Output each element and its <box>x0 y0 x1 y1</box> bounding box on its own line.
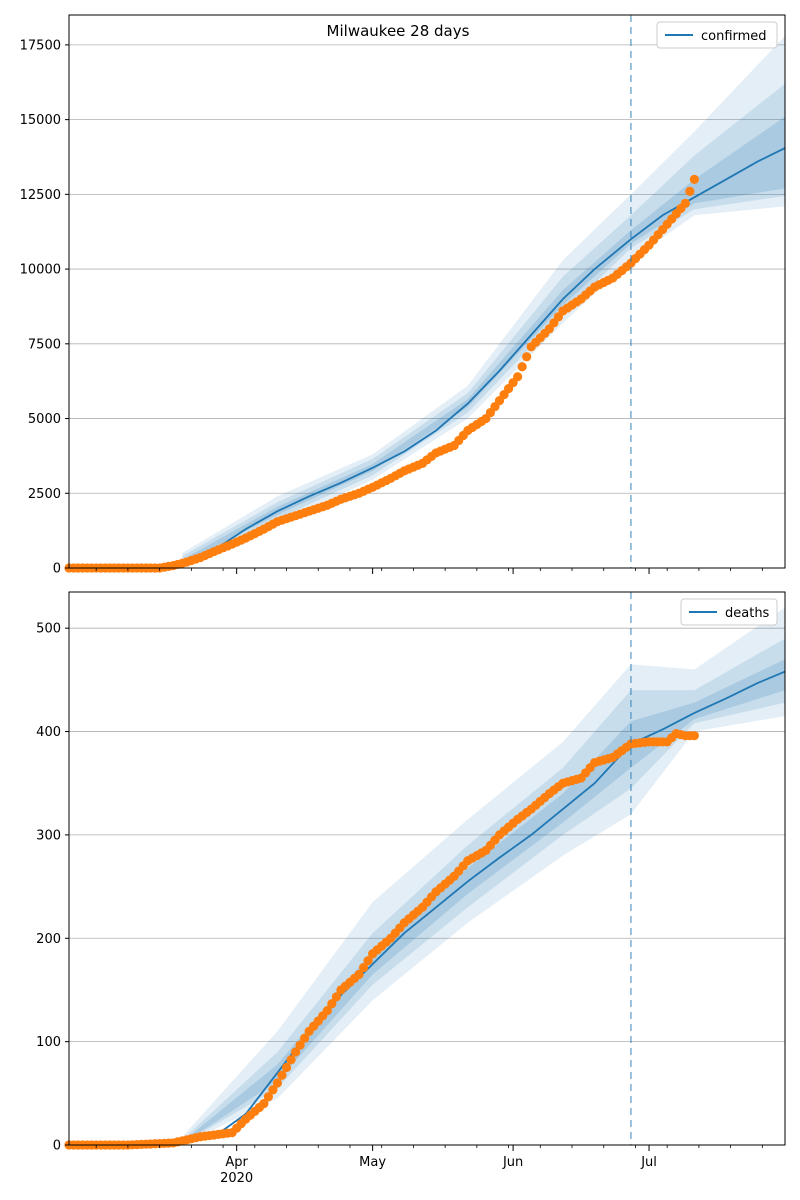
observed-point <box>277 1070 287 1080</box>
observed-point <box>263 1092 273 1102</box>
observed-point <box>286 1055 296 1065</box>
observed-point <box>354 969 364 980</box>
confirmed-model-line <box>181 147 786 563</box>
band-outer <box>182 35 785 567</box>
observed-point <box>689 174 699 185</box>
x-axis-year-label: 2020 <box>220 1171 253 1186</box>
y-tick-label: 7500 <box>28 337 61 352</box>
deaths-legend: deaths <box>680 598 778 626</box>
observed-point <box>513 372 523 382</box>
deaths-observed-points <box>64 729 699 1150</box>
observed-point <box>259 1099 269 1109</box>
confirmed-legend: confirmed <box>656 21 778 49</box>
y-tick-label: 2500 <box>28 487 61 502</box>
x-tick-label: Jul <box>640 1155 657 1170</box>
observed-point <box>327 999 337 1009</box>
observed-point <box>363 956 373 966</box>
observed-point <box>322 1006 332 1016</box>
legend-label-confirmed: confirmed <box>701 29 767 44</box>
y-tick-label: 0 <box>53 562 61 577</box>
y-tick-label: 17500 <box>20 38 61 53</box>
confirmed-gridlines <box>69 44 785 569</box>
observed-point <box>358 962 369 973</box>
observed-point <box>281 1062 292 1073</box>
confirmed-panel: 0 2500 5000 7500 10000 12500 15000 17500 Milwau… <box>20 14 786 577</box>
y-tick-label: 100 <box>36 1035 61 1050</box>
deaths-plot-frame <box>68 591 786 1146</box>
observed-point <box>290 1047 301 1057</box>
observed-point <box>295 1040 305 1050</box>
legend-box <box>680 598 778 626</box>
y-tick-label: 15000 <box>20 113 61 128</box>
chart-title: Milwaukee 28 days <box>327 22 470 40</box>
observed-point <box>300 1033 310 1043</box>
band-middle <box>182 83 785 566</box>
x-tick-label: Apr <box>225 1155 248 1170</box>
confirmed-x-axis-ticks <box>95 568 763 574</box>
y-tick-label: 0 <box>53 1139 61 1154</box>
observed-point <box>685 186 695 196</box>
y-tick-label: 300 <box>36 828 61 843</box>
confirmed-uncertainty-bands <box>182 35 785 567</box>
observed-point <box>268 1085 278 1095</box>
confirmed-plot-frame <box>68 14 786 569</box>
y-tick-label: 5000 <box>28 412 61 427</box>
observed-point <box>522 352 532 362</box>
observed-point <box>689 731 699 741</box>
legend-box <box>656 21 778 49</box>
band-middle <box>182 638 785 1144</box>
observed-point <box>517 362 527 372</box>
observed-point <box>272 1078 283 1088</box>
deaths-uncertainty-bands <box>182 607 785 1145</box>
confirmed-y-axis-ticks: 0 2500 5000 7500 10000 12500 15000 17500 <box>20 38 69 577</box>
legend-label-deaths: deaths <box>725 606 770 621</box>
deaths-panel: 0 100 200 300 400 500 Apr May Jun Jul 2020 death… <box>36 591 786 1186</box>
x-tick-label: May <box>359 1155 386 1170</box>
y-tick-label: 10000 <box>20 263 61 278</box>
x-tick-label: Jun <box>502 1155 523 1170</box>
band-inner <box>182 659 785 1144</box>
band-inner <box>182 116 785 564</box>
observed-point <box>331 992 341 1002</box>
y-tick-label: 500 <box>36 622 61 637</box>
observed-point <box>680 198 690 208</box>
deaths-y-axis-ticks: 0 100 200 300 400 500 <box>36 622 69 1154</box>
y-tick-label: 200 <box>36 932 61 947</box>
model-series-line <box>181 147 786 563</box>
deaths-x-axis-ticks: Apr May Jun Jul <box>95 1145 763 1170</box>
y-tick-label: 12500 <box>20 188 61 203</box>
y-tick-label: 400 <box>36 725 61 740</box>
